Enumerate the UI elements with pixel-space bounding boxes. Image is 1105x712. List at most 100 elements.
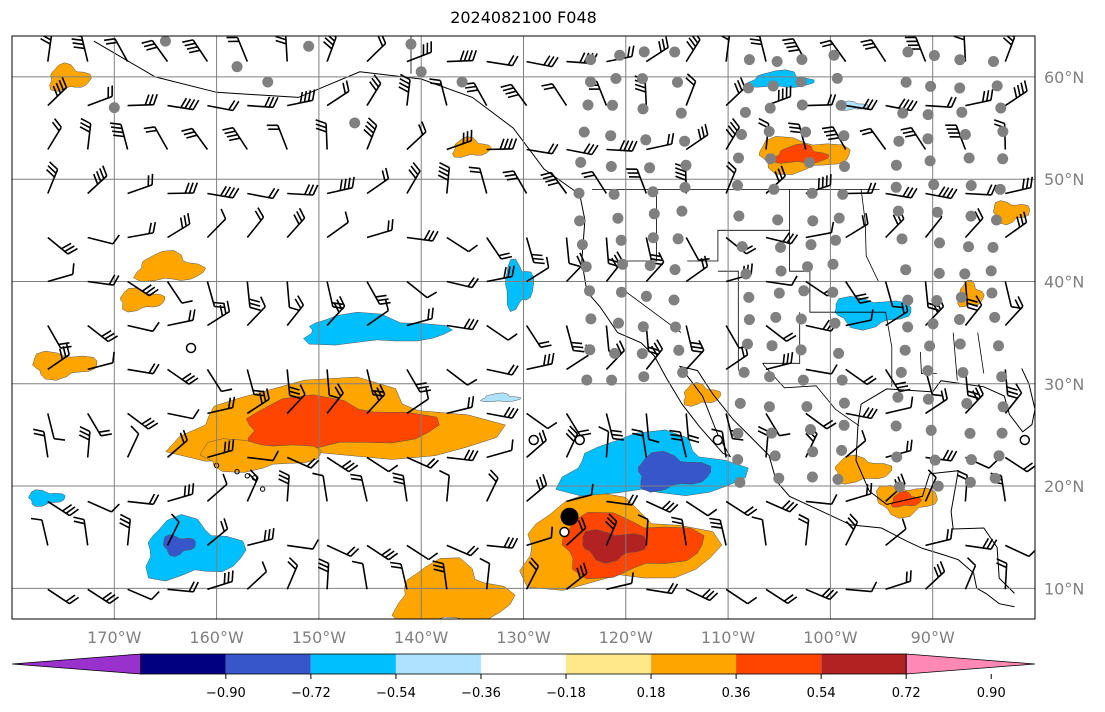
station-dot: [965, 454, 977, 466]
latitude-tick-label: 40°N: [1044, 272, 1084, 291]
colorbar-tick-label: 0.18: [637, 686, 666, 701]
longitude-tick-label: 90°W: [911, 628, 955, 647]
station-dot: [740, 268, 752, 280]
station-dot: [675, 107, 687, 119]
wind-barb: [782, 38, 807, 62]
open-circle-marker: [559, 526, 570, 538]
station-dot: [830, 234, 841, 246]
longitude-tick-label: 110°W: [701, 628, 756, 647]
station-dot: [805, 424, 816, 435]
station-dot: [795, 344, 807, 356]
wind-barb: [925, 388, 948, 415]
wind-barb: [87, 412, 112, 437]
wind-barb: [266, 124, 288, 150]
wind-barb: [143, 126, 169, 150]
colorbar-segment: [395, 654, 481, 674]
wind-barb: [566, 143, 599, 156]
wind-barb: [246, 388, 270, 415]
longitude-labels: 170°W 160°W 150°W 140°W 130°W 120°W 110°W 100°W…: [87, 628, 955, 647]
wind-barb: [751, 516, 767, 546]
station-dot: [743, 54, 755, 66]
wind-barb: [406, 544, 439, 561]
station-dot: [669, 264, 681, 276]
station-dot: [993, 340, 1004, 352]
station-dot: [768, 183, 780, 195]
border-line: [687, 229, 886, 313]
wind-barb: [1004, 296, 1024, 327]
colorbar-high-extend: [905, 653, 1036, 675]
station-dot: [640, 290, 652, 302]
wind-barb: [326, 383, 344, 414]
wind-barb: [541, 83, 568, 107]
wind-barb: [87, 165, 108, 195]
station-dot: [605, 130, 617, 142]
station-dot: [765, 153, 777, 165]
station-dot: [806, 471, 818, 483]
station-dot: [922, 393, 934, 405]
wind-barb: [326, 544, 360, 558]
wind-barb: [47, 263, 75, 283]
wind-barb: [446, 318, 479, 331]
colorbar-tick-label: 0.90: [977, 686, 1006, 701]
wind-barb: [47, 236, 78, 255]
station-dot: [605, 161, 617, 172]
station-dot: [405, 38, 417, 50]
wind-barb: [765, 412, 791, 437]
wind-barb: [798, 513, 810, 546]
wind-barb: [166, 281, 193, 304]
wind-barb: [765, 232, 799, 245]
wind-barb: [317, 558, 330, 590]
colorbar-segment: [310, 654, 396, 674]
wind-barb: [167, 581, 200, 593]
wind-barb: [485, 469, 499, 502]
wind-barb: [637, 514, 649, 546]
wind-barb: [247, 528, 275, 547]
station-dot: [775, 265, 787, 277]
station-dot: [890, 420, 902, 432]
wind-barb: [87, 500, 120, 513]
wind-barb: [446, 49, 478, 63]
wind-barb: [605, 413, 624, 441]
station-dot: [679, 135, 691, 147]
wind-barb: [247, 187, 280, 200]
colorbar-tick-label: 0.54: [807, 686, 836, 701]
wind-barb: [606, 494, 639, 506]
wind-barb: [141, 39, 169, 63]
wind-barb: [167, 213, 191, 239]
station-dot: [640, 134, 652, 146]
station-dot: [964, 476, 976, 488]
wind-barb: [286, 456, 320, 469]
station-dot: [766, 340, 778, 352]
wind-barb: [486, 237, 513, 260]
station-dot: [963, 152, 975, 164]
wind-barb: [720, 36, 731, 62]
wind-barb: [685, 500, 718, 517]
latitude-tick-label: 60°N: [1044, 68, 1084, 87]
open-circle-marker: [712, 434, 724, 446]
station-dot: [965, 210, 977, 222]
wind-barb: [566, 562, 588, 590]
wind-barb: [845, 182, 877, 195]
station-dot: [931, 295, 943, 306]
wind-barb: [486, 364, 519, 376]
map-title: 2024082100 F048: [450, 8, 597, 27]
station-dot: [924, 155, 936, 167]
wind-barb: [127, 412, 159, 430]
wind-barb: [79, 117, 92, 150]
station-dot: [796, 54, 808, 65]
station-dot: [895, 366, 907, 378]
station-dot: [742, 338, 753, 350]
station-dot: [922, 133, 934, 145]
station-dot: [995, 102, 1007, 114]
longitude-tick-label: 120°W: [599, 628, 654, 647]
wind-barb: [87, 85, 113, 107]
wind-barb: [685, 73, 697, 106]
station-dot: [805, 239, 817, 251]
wind-barb: [247, 450, 280, 462]
hawaii-island: [244, 473, 250, 479]
longitude-tick-label: 160°W: [189, 628, 244, 647]
wind-barb: [71, 36, 89, 62]
wind-barb: [964, 384, 984, 414]
wind-barb: [87, 351, 115, 371]
station-dot: [892, 205, 904, 217]
